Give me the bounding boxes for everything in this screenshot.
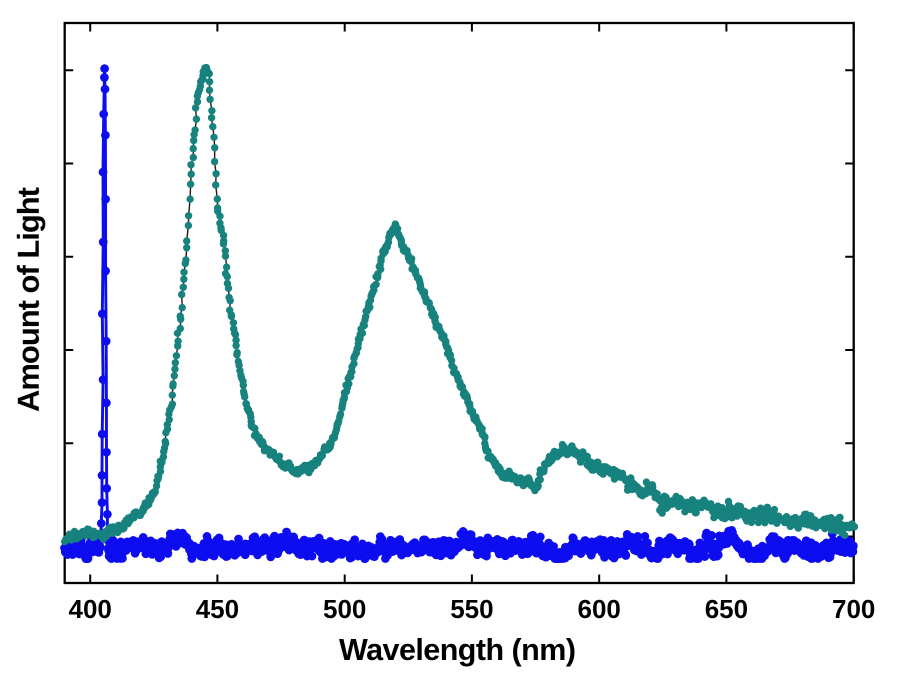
svg-text:Amount of Light: Amount of Light [11,187,46,412]
svg-text:550: 550 [450,594,493,624]
svg-text:450: 450 [196,594,239,624]
svg-text:700: 700 [832,594,875,624]
svg-text:Wavelength (nm): Wavelength (nm) [339,633,576,667]
svg-text:600: 600 [578,594,621,624]
svg-text:650: 650 [705,594,748,624]
svg-text:500: 500 [323,594,366,624]
svg-text:400: 400 [69,594,112,624]
